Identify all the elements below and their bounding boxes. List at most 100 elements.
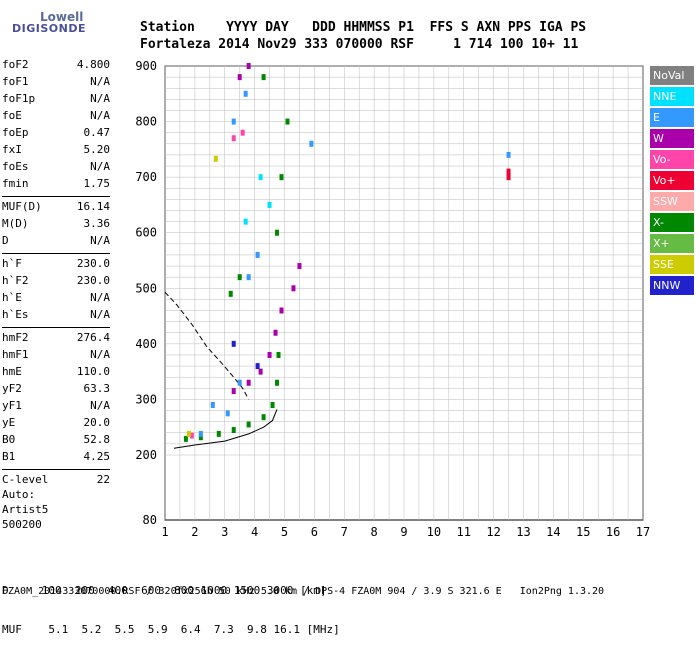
- echo-point-x: [285, 118, 290, 125]
- echo-point-w: [246, 379, 251, 386]
- param-value: 22: [96, 473, 110, 486]
- echo-point-nne: [243, 218, 248, 225]
- param-name: h`Es: [2, 308, 29, 321]
- param-name: yE: [2, 416, 16, 429]
- param-value: 230.0: [76, 274, 110, 287]
- param-name: foEp: [2, 126, 29, 139]
- param-value: N/A: [90, 308, 110, 321]
- param-name: h`F2: [2, 274, 29, 287]
- param-separator: [2, 327, 110, 328]
- logo-lowell-text: Lowell: [40, 10, 84, 24]
- legend-item-sse: SSE: [650, 255, 694, 274]
- param-separator: [2, 196, 110, 197]
- echo-point-x: [237, 274, 242, 281]
- echo-point-x: [183, 435, 188, 442]
- param-name: foEs: [2, 160, 29, 173]
- x-tick-label: 15: [576, 525, 590, 539]
- param-name: hmE: [2, 365, 22, 378]
- param-value: 52.8: [83, 433, 111, 446]
- param-row: hmF1 N/A: [2, 348, 110, 365]
- param-name: foE: [2, 109, 22, 122]
- ionogram-chart: 1 2 3 4 5 6 7 8 9 10 11 12 13 14 15 16 17802003004005006…: [135, 59, 650, 539]
- legend-item-e: E: [650, 108, 694, 127]
- profile-curve-dashed: [164, 291, 250, 400]
- echo-point-w: [279, 307, 284, 314]
- echo-point-x: [228, 290, 233, 297]
- muf-row: MUF 5.1 5.2 5.5 5.9 6.4 7.3 9.8 16.1 [MH…: [2, 623, 340, 636]
- y-tick-label: 700: [135, 170, 157, 184]
- echo-point-w: [237, 74, 242, 81]
- echo-point-w: [291, 285, 296, 292]
- echo-point-e: [225, 410, 230, 417]
- echo-point-vo: [506, 168, 511, 175]
- header-values-row: Fortaleza 2014 Nov29 333 070000 RSF 1 71…: [140, 37, 579, 52]
- echo-point-e: [255, 251, 260, 258]
- param-name: hmF1: [2, 348, 29, 361]
- param-separator: [2, 469, 110, 470]
- echo-point-vo: [189, 432, 194, 439]
- param-value: 4.800: [76, 58, 110, 71]
- param-row: h`F 230.0: [2, 257, 110, 274]
- echo-point-sse: [213, 155, 218, 162]
- header-labels-row: Station YYYY DAY DDD HHMMSS P1 FFS S AXN…: [140, 20, 587, 35]
- x-tick-label: 16: [606, 525, 620, 539]
- param-row: hmF2 276.4: [2, 331, 110, 348]
- echo-point-e: [198, 430, 203, 437]
- param-value: N/A: [90, 291, 110, 304]
- x-tick-label: 7: [341, 525, 348, 539]
- echo-point-x: [231, 426, 236, 433]
- y-tick-label: 400: [135, 337, 157, 351]
- param-row: fxI 5.20: [2, 143, 110, 160]
- param-name: D: [2, 234, 9, 247]
- param-row: D N/A: [2, 234, 110, 251]
- param-name: h`E: [2, 291, 22, 304]
- param-row: h`E N/A: [2, 291, 110, 308]
- param-value: 3.36: [83, 217, 111, 230]
- echo-point-x: [261, 74, 266, 81]
- echo-point-nnw: [255, 363, 260, 370]
- echo-point-x: [276, 351, 281, 358]
- param-name: C-level: [2, 473, 49, 486]
- x-tick-label: 1: [161, 525, 168, 539]
- param-name: MUF(D): [2, 200, 42, 213]
- legend-item-x: X-: [650, 213, 694, 232]
- echo-point-nnw: [231, 340, 236, 347]
- y-tick-label: 200: [135, 448, 157, 462]
- echo-point-w: [231, 388, 236, 395]
- param-row: foEp 0.47: [2, 126, 110, 143]
- echo-point-w: [267, 351, 272, 358]
- param-value: N/A: [90, 75, 110, 88]
- echo-point-vo: [240, 129, 245, 136]
- param-row: foEs N/A: [2, 160, 110, 177]
- param-name: fxI: [2, 143, 22, 156]
- param-row: MUF(D) 16.14: [2, 200, 110, 217]
- param-row: h`Es N/A: [2, 308, 110, 325]
- legend-item-nne: NNE: [650, 87, 694, 106]
- x-tick-label: 9: [400, 525, 407, 539]
- param-value: 276.4: [76, 331, 110, 344]
- legend-item-w: W: [650, 129, 694, 148]
- x-tick-label: 5: [281, 525, 288, 539]
- param-name: B0: [2, 433, 16, 446]
- echo-point-vo: [231, 135, 236, 142]
- echo-point-sse: [186, 430, 191, 437]
- x-tick-label: 14: [546, 525, 560, 539]
- legend-item-ssw: SSW: [650, 192, 694, 211]
- param-name: foF1: [2, 75, 29, 88]
- distance-row: D 100 200 400 600 800 1000 1500 3000 [km…: [2, 584, 327, 597]
- param-value: 0.47: [83, 126, 111, 139]
- y-tick-label: 300: [135, 392, 157, 406]
- param-value: 110.0: [76, 365, 110, 378]
- param-row: foF2 4.800: [2, 58, 110, 75]
- scaled-parameters-panel: foF2 4.800 foF1 N/A foF1p N/A foE N/A foEp 0.47 fx…: [2, 58, 110, 490]
- x-tick-label: 17: [636, 525, 650, 539]
- echo-point-w: [258, 368, 263, 375]
- echo-point-e: [237, 379, 242, 386]
- param-value: N/A: [90, 109, 110, 122]
- param-row: yE 20.0: [2, 416, 110, 433]
- x-tick-label: 10: [427, 525, 441, 539]
- x-tick-label: 6: [311, 525, 318, 539]
- x-tick-label: 2: [191, 525, 198, 539]
- param-name: M(D): [2, 217, 29, 230]
- legend-item-vo: Vo-: [650, 150, 694, 169]
